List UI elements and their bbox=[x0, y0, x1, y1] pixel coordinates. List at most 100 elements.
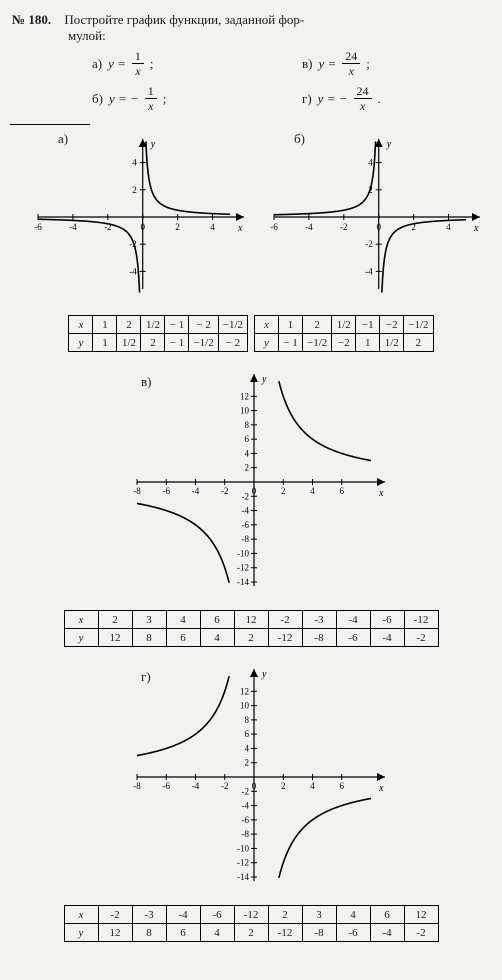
table-b: x121/2−1−2−1/2y− 1−1/2−211/22 bbox=[254, 315, 434, 352]
chart-v: -8-6-4-2024624681012-2-4-6-8-10-12-14yx bbox=[111, 370, 391, 600]
svg-text:-14: -14 bbox=[237, 872, 249, 882]
svg-text:y: y bbox=[261, 374, 267, 385]
opt-g-num: 24 bbox=[354, 85, 372, 99]
options-grid: а) y = 1 x ; в) y = 24 x ; б) y = − 1 x … bbox=[92, 50, 492, 112]
svg-text:-8: -8 bbox=[242, 534, 250, 544]
chart-a-wrap: а) -6-4-2024-4-224yx bbox=[18, 135, 248, 305]
problem-header: № 180. Постройте график функции, заданно… bbox=[10, 12, 492, 44]
svg-text:0: 0 bbox=[376, 222, 381, 232]
problem-number: № 180. bbox=[12, 12, 51, 27]
chart-g: -8-6-4-2024624681012-2-4-6-8-10-12-14yx bbox=[111, 665, 391, 895]
svg-text:x: x bbox=[237, 223, 243, 234]
svg-text:12: 12 bbox=[240, 391, 249, 401]
svg-text:-4: -4 bbox=[242, 801, 250, 811]
opt-v-den: x bbox=[346, 64, 357, 77]
svg-text:4: 4 bbox=[132, 158, 137, 168]
opt-a-lhs: y = bbox=[108, 56, 126, 72]
charts-row-ab: а) -6-4-2024-4-224yx б) -6-4-2024-4-224y… bbox=[10, 135, 492, 305]
svg-text:-4: -4 bbox=[192, 781, 200, 791]
opt-a-suffix: ; bbox=[150, 56, 154, 72]
chart-g-label: г) bbox=[141, 669, 151, 685]
svg-text:y: y bbox=[150, 139, 156, 150]
table-g-wrap: x-2-3-4-6-12234612y128642-12-8-6-4-2 bbox=[10, 905, 492, 942]
svg-text:2: 2 bbox=[281, 781, 286, 791]
opt-b-prefix: б) bbox=[92, 91, 103, 107]
svg-text:8: 8 bbox=[245, 715, 250, 725]
table-v-wrap: x234612-2-3-4-6-12y128642-12-8-6-4-2 bbox=[10, 610, 492, 647]
svg-text:-2: -2 bbox=[221, 781, 229, 791]
svg-text:-12: -12 bbox=[237, 563, 249, 573]
svg-text:-4: -4 bbox=[365, 266, 373, 276]
underline-rule bbox=[10, 124, 90, 125]
chart-g-wrap: г) -8-6-4-2024624681012-2-4-6-8-10-12-14… bbox=[10, 665, 492, 895]
svg-text:4: 4 bbox=[310, 486, 315, 496]
opt-g-lhs: y = − bbox=[318, 91, 348, 107]
svg-text:x: x bbox=[378, 783, 384, 794]
svg-text:4: 4 bbox=[210, 222, 215, 232]
opt-v-frac: 24 x bbox=[342, 50, 360, 77]
svg-text:-2: -2 bbox=[242, 786, 250, 796]
table-g: x-2-3-4-6-12234612y128642-12-8-6-4-2 bbox=[64, 905, 439, 942]
opt-g-prefix: г) bbox=[302, 91, 312, 107]
svg-text:-4: -4 bbox=[242, 506, 250, 516]
svg-text:4: 4 bbox=[446, 222, 451, 232]
svg-text:2: 2 bbox=[175, 222, 180, 232]
svg-text:-10: -10 bbox=[237, 843, 249, 853]
svg-text:-8: -8 bbox=[133, 781, 141, 791]
opt-b-frac: 1 x bbox=[145, 85, 157, 112]
svg-text:6: 6 bbox=[245, 729, 250, 739]
svg-text:2: 2 bbox=[245, 758, 250, 768]
opt-a-num: 1 bbox=[132, 50, 144, 64]
svg-text:-8: -8 bbox=[242, 829, 250, 839]
problem-text-2: мулой: bbox=[68, 28, 492, 44]
opt-g-suffix: . bbox=[378, 91, 381, 107]
option-b: б) y = − 1 x ; bbox=[92, 85, 282, 112]
option-v: в) y = 24 x ; bbox=[302, 50, 492, 77]
svg-text:0: 0 bbox=[252, 486, 257, 496]
chart-a: -6-4-2024-4-224yx bbox=[18, 135, 248, 305]
svg-text:6: 6 bbox=[245, 434, 250, 444]
svg-text:y: y bbox=[261, 669, 267, 680]
svg-text:6: 6 bbox=[340, 781, 345, 791]
opt-b-den: x bbox=[145, 99, 156, 112]
chart-b: -6-4-2024-4-224yx bbox=[254, 135, 484, 305]
opt-a-prefix: а) bbox=[92, 56, 102, 72]
svg-text:-2: -2 bbox=[365, 239, 373, 249]
svg-text:-14: -14 bbox=[237, 577, 249, 587]
opt-a-den: x bbox=[132, 64, 143, 77]
opt-v-prefix: в) bbox=[302, 56, 312, 72]
svg-text:-2: -2 bbox=[221, 486, 229, 496]
svg-text:-4: -4 bbox=[129, 266, 137, 276]
opt-v-num: 24 bbox=[342, 50, 360, 64]
svg-text:-4: -4 bbox=[69, 222, 77, 232]
svg-text:-2: -2 bbox=[242, 491, 250, 501]
opt-a-frac: 1 x bbox=[132, 50, 144, 77]
chart-v-wrap: в) -8-6-4-2024624681012-2-4-6-8-10-12-14… bbox=[10, 370, 492, 600]
svg-text:10: 10 bbox=[240, 701, 250, 711]
table-a: x121/2− 1− 2−1/2y11/22− 1−1/2− 2 bbox=[68, 315, 248, 352]
svg-text:8: 8 bbox=[245, 420, 250, 430]
opt-b-suffix: ; bbox=[163, 91, 167, 107]
svg-text:2: 2 bbox=[281, 486, 286, 496]
opt-v-suffix: ; bbox=[366, 56, 370, 72]
svg-text:0: 0 bbox=[252, 781, 257, 791]
svg-text:12: 12 bbox=[240, 686, 249, 696]
svg-text:-4: -4 bbox=[305, 222, 313, 232]
svg-text:2: 2 bbox=[245, 463, 250, 473]
svg-text:-6: -6 bbox=[34, 222, 42, 232]
chart-b-wrap: б) -6-4-2024-4-224yx bbox=[254, 135, 484, 305]
svg-text:0: 0 bbox=[140, 222, 145, 232]
svg-text:10: 10 bbox=[240, 406, 250, 416]
svg-text:y: y bbox=[386, 139, 392, 150]
chart-a-label: а) bbox=[58, 131, 68, 147]
option-g: г) y = − 24 x . bbox=[302, 85, 492, 112]
svg-text:2: 2 bbox=[132, 185, 137, 195]
problem-text-1: Постройте график функции, заданной фор- bbox=[64, 12, 304, 27]
opt-v-lhs: y = bbox=[318, 56, 336, 72]
svg-text:-2: -2 bbox=[340, 222, 348, 232]
svg-text:6: 6 bbox=[340, 486, 345, 496]
opt-b-lhs: y = − bbox=[109, 91, 139, 107]
svg-text:x: x bbox=[473, 223, 479, 234]
svg-text:4: 4 bbox=[245, 743, 250, 753]
svg-text:-4: -4 bbox=[192, 486, 200, 496]
